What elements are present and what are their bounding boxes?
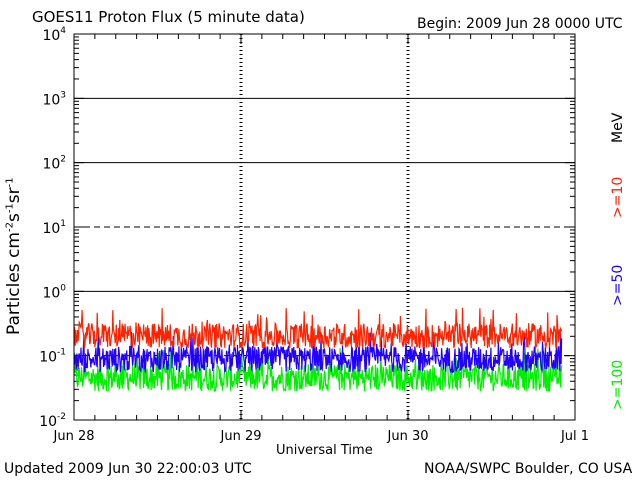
y-tick-label-2: 102 [42,155,66,173]
plot-frame [73,33,576,421]
y-tick-label-5: 10-1 [39,348,66,366]
y-axis-label: Particles cm-2s-1sr-1 [4,177,24,335]
x-tick-label-0: Jun 28 [53,429,95,444]
y-tick-label-4: 100 [42,283,66,301]
y-tick-label-3: 101 [42,219,66,237]
credit-label: NOAA/SWPC Boulder, CO USA [424,461,633,477]
x-axis-label: Universal Time [276,443,373,458]
x-tick-label-2: Jun 30 [387,429,429,444]
series-line-ge50 [73,331,563,374]
begin-time-label: Begin: 2009 Jun 28 0000 UTC [417,16,623,32]
updated-timestamp: Updated 2009 Jun 30 22:00:03 UTC [4,461,252,477]
series-line-ge100 [73,348,563,393]
series-line-ge10 [73,307,563,349]
legend-ge100: >=100 [610,359,626,410]
chart-title: GOES11 Proton Flux (5 minute data) [32,8,305,26]
legend-ge50: >=50 [610,264,626,306]
legend-ge10: >=10 [610,176,626,218]
y-tick-label-0: 104 [42,26,66,44]
y-tick-label-6: 10-2 [39,412,66,430]
legend-mev-label: MeV [610,112,626,143]
x-tick-label-3: Jul 1 [560,429,589,444]
y-tick-label-1: 103 [42,90,66,108]
x-tick-label-1: Jun 29 [220,429,262,444]
